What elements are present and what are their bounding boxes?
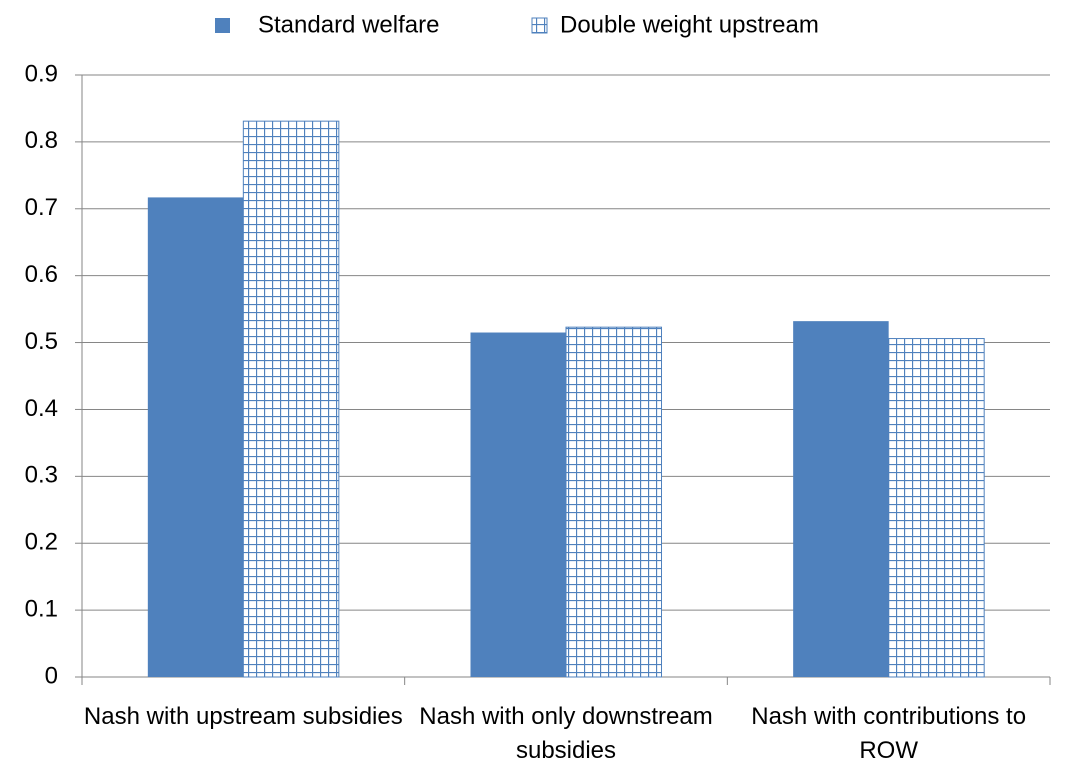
y-tick-label: 0.1 (25, 595, 58, 622)
bar (888, 338, 985, 678)
y-tick-label: 0.9 (25, 60, 58, 87)
y-tick-label: 0.6 (25, 261, 58, 288)
bar (147, 197, 244, 677)
y-tick-label: 0 (45, 662, 58, 689)
y-tick-label: 0.3 (25, 462, 58, 489)
x-tick-label: Nash with only downstream subsidies (419, 703, 713, 764)
legend-swatch (531, 17, 548, 34)
bar (793, 321, 889, 677)
bar (242, 120, 340, 678)
y-tick-label: 0.8 (25, 127, 58, 154)
y-tick-label: 0.2 (25, 529, 58, 556)
legend-swatch (215, 18, 230, 33)
legend-label: Standard welfare (258, 11, 439, 38)
legend-label: Double weight upstream (560, 11, 819, 38)
bar (565, 326, 663, 678)
x-tick-label: Nash with upstream subsidies (83, 703, 403, 730)
bar (470, 332, 566, 677)
x-tick-label: Nash with contributions to ROW (751, 703, 1027, 764)
y-tick-label: 0.4 (25, 395, 58, 422)
y-tick-label: 0.5 (25, 328, 58, 355)
y-tick-label: 0.7 (25, 194, 58, 221)
